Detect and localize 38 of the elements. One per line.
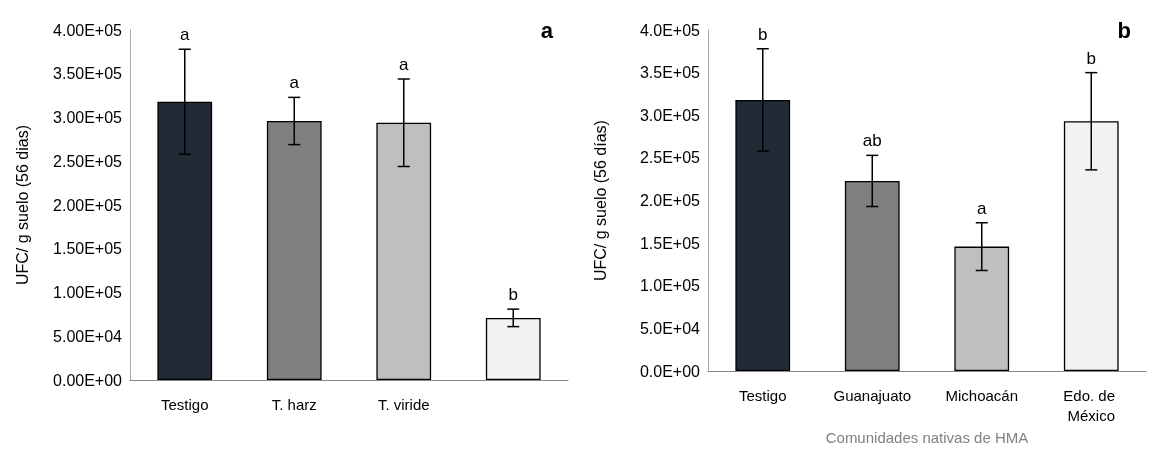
- x-tick-label: Guanajuato: [833, 386, 912, 404]
- x-tick-label: Michoacán: [945, 386, 1019, 404]
- chart-title: a: [180, 25, 191, 45]
- y-tick-label: 2.50E+05: [53, 152, 123, 170]
- y-tick-label: 0.0E+00: [639, 362, 701, 380]
- y-tick-label: 0.00E+00: [53, 371, 123, 389]
- y-tick-label: 4.00E+05: [53, 21, 123, 39]
- y-tick-label: 1.50E+05: [53, 240, 123, 258]
- annotation: a: [540, 17, 554, 43]
- chart-title: b: [758, 24, 768, 44]
- annotation: b: [508, 285, 518, 305]
- y-tick-label: 2.0E+05: [639, 192, 701, 210]
- x-tick-label: Testigo: [738, 386, 787, 404]
- y-tick-label: 1.0E+05: [639, 277, 701, 295]
- y-tick-label: 2.00E+05: [53, 196, 123, 214]
- annotation: ab: [862, 131, 882, 151]
- y-tick-label: 2.5E+05: [639, 149, 701, 167]
- y-tick-label: 4.0E+05: [639, 21, 701, 39]
- y-tick-label: 3.50E+05: [53, 65, 123, 83]
- annotation: a: [977, 198, 988, 218]
- x-tick-label: Edo. de México: [1063, 386, 1120, 424]
- annotation: a: [399, 55, 410, 74]
- y-tick-label: 1.00E+05: [53, 284, 123, 301]
- y-tick-label: 5.0E+04: [639, 319, 701, 337]
- y-tick-label: 5.00E+04: [53, 327, 123, 345]
- y-tick-label: 3.0E+05: [639, 106, 701, 124]
- y-axis-title: UFC/ g suelo (56 días): [591, 120, 609, 282]
- annotation: a: [289, 73, 300, 93]
- x-tick-label: T. viride: [377, 395, 430, 413]
- x-axis-title: Comunidades nativas de HMA: [825, 429, 1029, 446]
- annotation: b: [1117, 17, 1132, 43]
- x-tick-label: Testigo: [160, 395, 209, 413]
- annotation: b: [1086, 48, 1096, 68]
- y-axis-title: UFC/ g suelo (56 dias): [13, 124, 31, 286]
- y-tick-label: 3.5E+05: [639, 64, 701, 82]
- y-tick-label: 1.5E+05: [639, 234, 701, 252]
- y-tick-label: 3.00E+05: [53, 109, 123, 126]
- x-tick-label: T. harz: [271, 395, 317, 413]
